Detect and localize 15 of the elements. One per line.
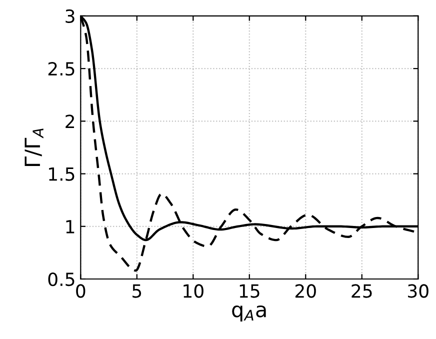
y-tick-label: 2.5 <box>48 62 74 76</box>
x-tick-label: 15 <box>240 284 260 298</box>
y-tick-label: 1.5 <box>49 167 74 181</box>
x-tick-label: 5 <box>132 284 142 298</box>
x-tick-label: 10 <box>184 284 204 298</box>
y-tick-label: 2 <box>66 114 74 128</box>
y-tick-label: 3 <box>66 9 74 24</box>
x-tick-label: 0 <box>76 284 86 298</box>
y-tick-label: 1 <box>66 220 74 234</box>
x-tick-label: 30 <box>408 284 428 298</box>
y-tick-label: 0.5 <box>48 272 74 286</box>
x-tick-label: 25 <box>352 284 372 298</box>
x-tick-label: 20 <box>295 284 316 298</box>
y-axis-title: Γ/Γ$_{A}$ <box>24 128 44 166</box>
x-axis-title: q$_{A}$a <box>232 305 266 322</box>
